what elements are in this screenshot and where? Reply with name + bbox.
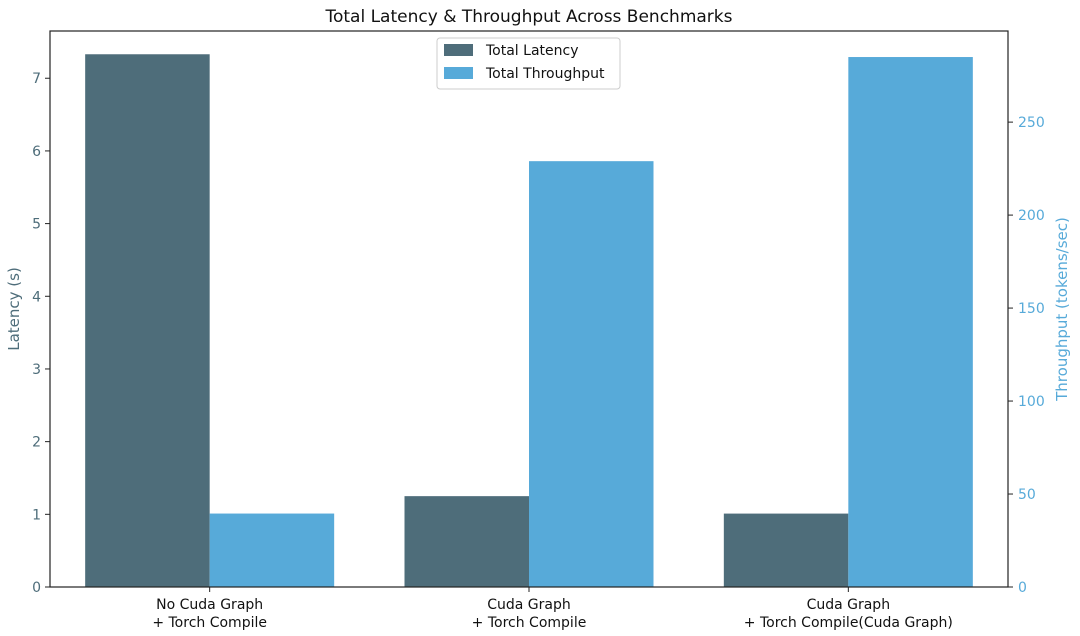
right-axis-ticks: 0 50 100 150 200 250 [1008,115,1045,596]
left-axis-label: Latency (s) [5,267,23,351]
right-tick-label-150: 150 [1018,301,1045,317]
bars [85,54,973,588]
left-tick-label-5: 5 [32,217,41,233]
left-tick-label-0: 0 [32,580,41,596]
x-tick-label-2-0: Cuda Graph [807,597,891,613]
legend: Total Latency Total Throughput [436,37,621,90]
x-tick-label-0-0: No Cuda Graph [156,597,263,613]
x-tick-label-0-1: + Torch Compile [152,615,267,631]
right-tick-label-50: 50 [1018,487,1036,503]
left-tick-label-2: 2 [32,435,41,451]
right-axis-label: Throughput (tokens/sec) [1053,217,1071,402]
legend-swatch-latency [444,44,473,56]
right-tick-label-200: 200 [1018,208,1045,224]
left-axis-ticks: 0 1 2 3 4 5 6 7 [32,71,50,596]
chart-title: Total Latency & Throughput Across Benchm… [324,7,732,27]
left-tick-label-3: 3 [32,362,41,378]
bar-latency-2 [723,513,849,587]
left-tick-label-7: 7 [32,71,41,87]
bar-latency-1 [404,496,529,587]
left-tick-label-1: 1 [32,507,41,523]
bar-throughput-1 [529,161,654,588]
x-tick-label-1-0: Cuda Graph [487,597,571,613]
legend-label-latency: Total Latency [485,43,578,59]
legend-box [436,37,621,90]
right-tick-label-100: 100 [1018,394,1045,410]
x-tick-label-2-1: + Torch Compile(Cuda Graph) [744,615,953,631]
right-tick-label-0: 0 [1018,580,1027,596]
bar-latency-0 [85,54,210,587]
bar-throughput-0 [209,513,335,587]
right-tick-label-250: 250 [1018,115,1045,131]
bar-throughput-2 [848,57,973,587]
left-tick-label-6: 6 [32,144,41,160]
x-axis-ticks: No Cuda Graph + Torch Compile Cuda Graph + … [152,587,953,631]
legend-swatch-throughput [444,67,473,79]
left-tick-label-4: 4 [32,289,41,305]
legend-label-throughput: Total Throughput [485,66,605,82]
x-tick-label-1-1: + Torch Compile [472,615,587,631]
